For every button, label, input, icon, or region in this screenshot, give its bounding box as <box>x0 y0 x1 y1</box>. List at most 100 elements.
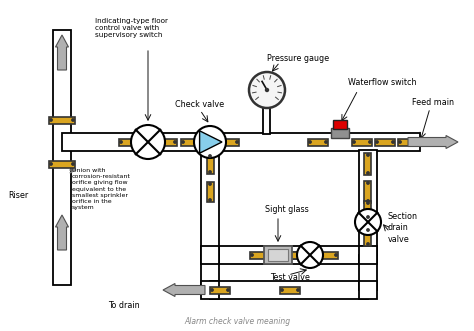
Bar <box>365 181 372 203</box>
Circle shape <box>335 254 337 256</box>
Bar <box>49 117 75 123</box>
Circle shape <box>415 141 417 143</box>
Circle shape <box>50 119 52 121</box>
Circle shape <box>220 141 222 143</box>
Bar <box>210 287 230 294</box>
Bar <box>282 252 302 259</box>
Circle shape <box>392 141 394 143</box>
Bar <box>250 252 270 259</box>
Text: Riser: Riser <box>8 191 28 200</box>
Circle shape <box>211 289 213 291</box>
Circle shape <box>198 141 200 143</box>
Text: Alarm check valve meaning: Alarm check valve meaning <box>184 317 290 326</box>
Text: Indicating-type floor
control valve with
supervisory switch: Indicating-type floor control valve with… <box>95 18 168 38</box>
Circle shape <box>174 141 176 143</box>
Circle shape <box>265 88 268 91</box>
Bar <box>207 154 213 174</box>
Bar <box>280 287 300 294</box>
Bar <box>62 133 420 151</box>
Bar <box>201 246 219 264</box>
Bar <box>365 228 372 246</box>
Bar <box>157 138 177 146</box>
Circle shape <box>367 202 369 204</box>
Bar <box>219 138 239 146</box>
Text: Check valve: Check valve <box>175 100 224 109</box>
Circle shape <box>299 254 301 256</box>
Bar <box>286 252 306 259</box>
Bar <box>375 138 395 146</box>
Bar <box>119 138 139 146</box>
Circle shape <box>353 141 355 143</box>
Circle shape <box>367 172 369 174</box>
Circle shape <box>303 254 305 256</box>
Bar <box>333 120 347 129</box>
Bar <box>318 252 338 259</box>
FancyArrow shape <box>408 135 458 149</box>
Polygon shape <box>200 131 222 153</box>
Bar <box>308 138 328 146</box>
FancyArrow shape <box>55 35 69 70</box>
Circle shape <box>120 141 122 143</box>
Circle shape <box>367 182 369 184</box>
Circle shape <box>367 154 369 156</box>
Circle shape <box>367 243 369 245</box>
Circle shape <box>251 254 253 256</box>
Text: Test valve: Test valve <box>270 273 310 282</box>
Text: Waterflow switch: Waterflow switch <box>348 77 417 86</box>
Bar <box>359 246 377 264</box>
Circle shape <box>249 72 285 108</box>
Bar <box>359 281 377 299</box>
Circle shape <box>267 254 269 256</box>
Circle shape <box>281 289 283 291</box>
Text: Pressure gauge: Pressure gauge <box>267 54 329 63</box>
Bar <box>264 107 271 134</box>
Bar <box>207 182 213 202</box>
Circle shape <box>399 141 401 143</box>
Text: Sight glass: Sight glass <box>265 206 309 214</box>
Bar <box>365 201 372 219</box>
Circle shape <box>236 141 238 143</box>
Bar <box>210 281 368 299</box>
Text: Union with
corrosion-resistant
orifice giving flow
equivalent to the
smallest sp: Union with corrosion-resistant orifice g… <box>72 168 131 210</box>
Circle shape <box>283 254 285 256</box>
Bar <box>53 30 71 285</box>
Circle shape <box>287 254 289 256</box>
Circle shape <box>158 141 160 143</box>
Circle shape <box>182 141 184 143</box>
Circle shape <box>227 289 229 291</box>
Text: Section
drain
valve: Section drain valve <box>388 212 418 244</box>
Circle shape <box>136 141 138 143</box>
Bar <box>49 161 75 167</box>
Bar <box>352 138 372 146</box>
Circle shape <box>367 229 369 231</box>
Circle shape <box>297 242 323 268</box>
Circle shape <box>209 183 211 185</box>
Circle shape <box>369 141 371 143</box>
Bar <box>331 128 349 138</box>
Circle shape <box>209 171 211 173</box>
Circle shape <box>367 200 369 202</box>
Circle shape <box>376 141 378 143</box>
FancyArrow shape <box>55 215 69 250</box>
Circle shape <box>297 289 299 291</box>
Circle shape <box>209 155 211 157</box>
Circle shape <box>209 199 211 201</box>
Circle shape <box>72 119 74 121</box>
Text: To drain: To drain <box>108 301 140 309</box>
Circle shape <box>309 141 311 143</box>
Bar <box>181 138 201 146</box>
Bar <box>201 150 219 255</box>
FancyArrow shape <box>163 283 205 297</box>
Bar <box>398 138 418 146</box>
Circle shape <box>50 163 52 165</box>
Bar <box>359 150 377 255</box>
Circle shape <box>194 126 226 158</box>
Circle shape <box>131 125 165 159</box>
Bar <box>201 255 219 290</box>
Bar <box>264 246 292 264</box>
Text: Feed main: Feed main <box>412 98 454 107</box>
Circle shape <box>367 216 369 218</box>
Bar <box>268 249 288 261</box>
Circle shape <box>355 209 381 235</box>
Bar <box>210 246 368 264</box>
